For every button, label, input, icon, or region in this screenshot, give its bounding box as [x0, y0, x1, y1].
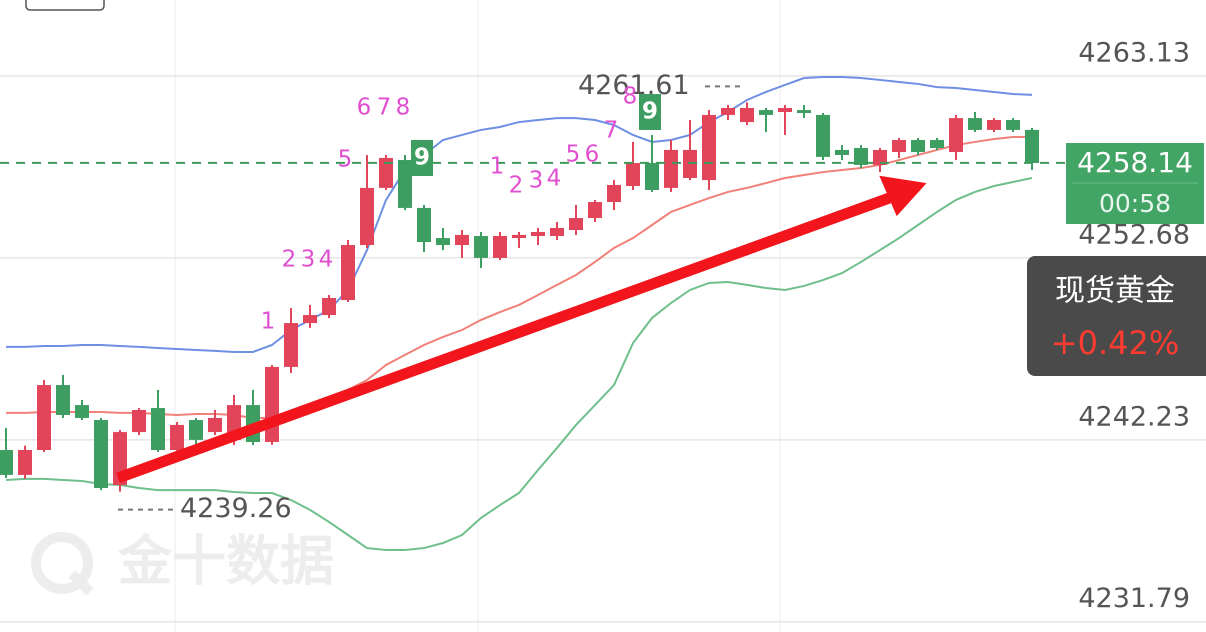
candle-body — [626, 163, 640, 186]
candle-body — [512, 234, 526, 239]
candle-body — [740, 107, 754, 123]
candle-body — [816, 114, 830, 157]
candle-body — [1006, 119, 1020, 130]
td-count: 3 — [301, 247, 316, 273]
candles — [0, 102, 1039, 492]
band-line — [6, 75, 1033, 353]
td-count: 9 — [642, 99, 658, 125]
y-tick-label: 4252.68 — [1078, 219, 1190, 250]
candle-body — [531, 231, 545, 236]
y-tick-label: 4242.23 — [1078, 401, 1190, 432]
candle-body — [94, 420, 108, 488]
candle-body — [835, 149, 849, 155]
candle-body — [1025, 129, 1039, 164]
countdown: 00:58 — [1099, 189, 1171, 218]
td-count: 5 — [566, 142, 581, 168]
candle-body — [759, 110, 773, 115]
candle-body — [170, 424, 184, 451]
candle-body — [18, 450, 32, 475]
candle-body — [322, 297, 336, 316]
td-count: 3 — [529, 168, 544, 194]
high-label: 4261.61 — [578, 70, 690, 101]
last-price: 4258.14 — [1077, 146, 1193, 179]
td-count: 7 — [377, 95, 392, 121]
low-label: 4239.26 — [180, 493, 292, 524]
td-count: 8 — [623, 84, 638, 110]
candle-body — [588, 202, 602, 219]
candle-body — [873, 149, 887, 165]
trend-arrow — [116, 175, 927, 484]
td-count: 5 — [338, 147, 353, 173]
candle-body — [455, 234, 469, 246]
td-count: 4 — [319, 247, 334, 273]
candle-body — [398, 160, 412, 208]
candle-body — [303, 315, 317, 324]
candle-body — [607, 184, 621, 203]
candle-body — [968, 118, 982, 130]
candle-body — [569, 218, 583, 231]
instrument-name: 现货黄金 — [1055, 274, 1175, 309]
candle-body — [911, 140, 925, 153]
y-tick-label: 4231.79 — [1078, 583, 1190, 614]
td-count: 8 — [396, 95, 411, 121]
candle-body — [208, 417, 222, 433]
candle-body — [360, 187, 374, 246]
band-line — [5, 177, 1033, 551]
candle-body — [265, 366, 279, 442]
candle-body — [854, 148, 868, 165]
candle-body — [550, 227, 564, 236]
td-count: 2 — [509, 173, 524, 199]
candle-body — [930, 140, 944, 149]
candle-body — [474, 235, 488, 258]
y-tick-label: 4263.13 — [1078, 37, 1190, 68]
candle-body — [341, 245, 355, 301]
candle-body — [721, 107, 735, 115]
candle-body — [56, 385, 70, 416]
candle-body — [987, 119, 1001, 130]
candle-body — [417, 207, 431, 243]
td-count: 6 — [585, 142, 600, 168]
candle-body — [379, 157, 393, 188]
candle-body — [151, 408, 165, 451]
candle-body — [892, 140, 906, 153]
candle-body — [132, 409, 146, 433]
td-count: 9 — [414, 145, 430, 171]
watermark-text: 金十数据 — [117, 530, 334, 593]
watermark: 金十数据 — [31, 530, 334, 596]
td-box — [639, 94, 661, 130]
candle-body — [75, 405, 89, 418]
annotations: 4261.61 4239.26 — [0, 70, 1066, 524]
td-count: 6 — [357, 95, 372, 121]
candle-body — [284, 323, 298, 367]
candle-body — [493, 235, 507, 258]
price-box: 4258.14 00:58 — [1066, 143, 1204, 224]
candle-body — [436, 238, 450, 246]
candle-body — [37, 385, 51, 451]
candle-body — [664, 149, 678, 188]
td-count: 1 — [261, 309, 276, 335]
candle-body — [645, 163, 659, 191]
candle-body — [189, 420, 203, 440]
bands — [5, 75, 1033, 551]
td-count: 4 — [547, 166, 562, 192]
candle-body — [683, 149, 697, 178]
cropped-button[interactable] — [25, 0, 105, 11]
change: +0.42% — [1051, 324, 1179, 362]
candle-body — [797, 110, 811, 114]
td-count: 2 — [282, 247, 297, 273]
candle-body — [0, 450, 13, 475]
td-count: 7 — [604, 118, 619, 144]
td-count: 1 — [490, 154, 505, 180]
instrument-panel: 现货黄金 +0.42% — [1027, 256, 1206, 376]
candle-body — [778, 107, 792, 112]
candle-body — [949, 118, 963, 153]
candle-body — [702, 114, 716, 181]
td-box — [411, 140, 433, 176]
